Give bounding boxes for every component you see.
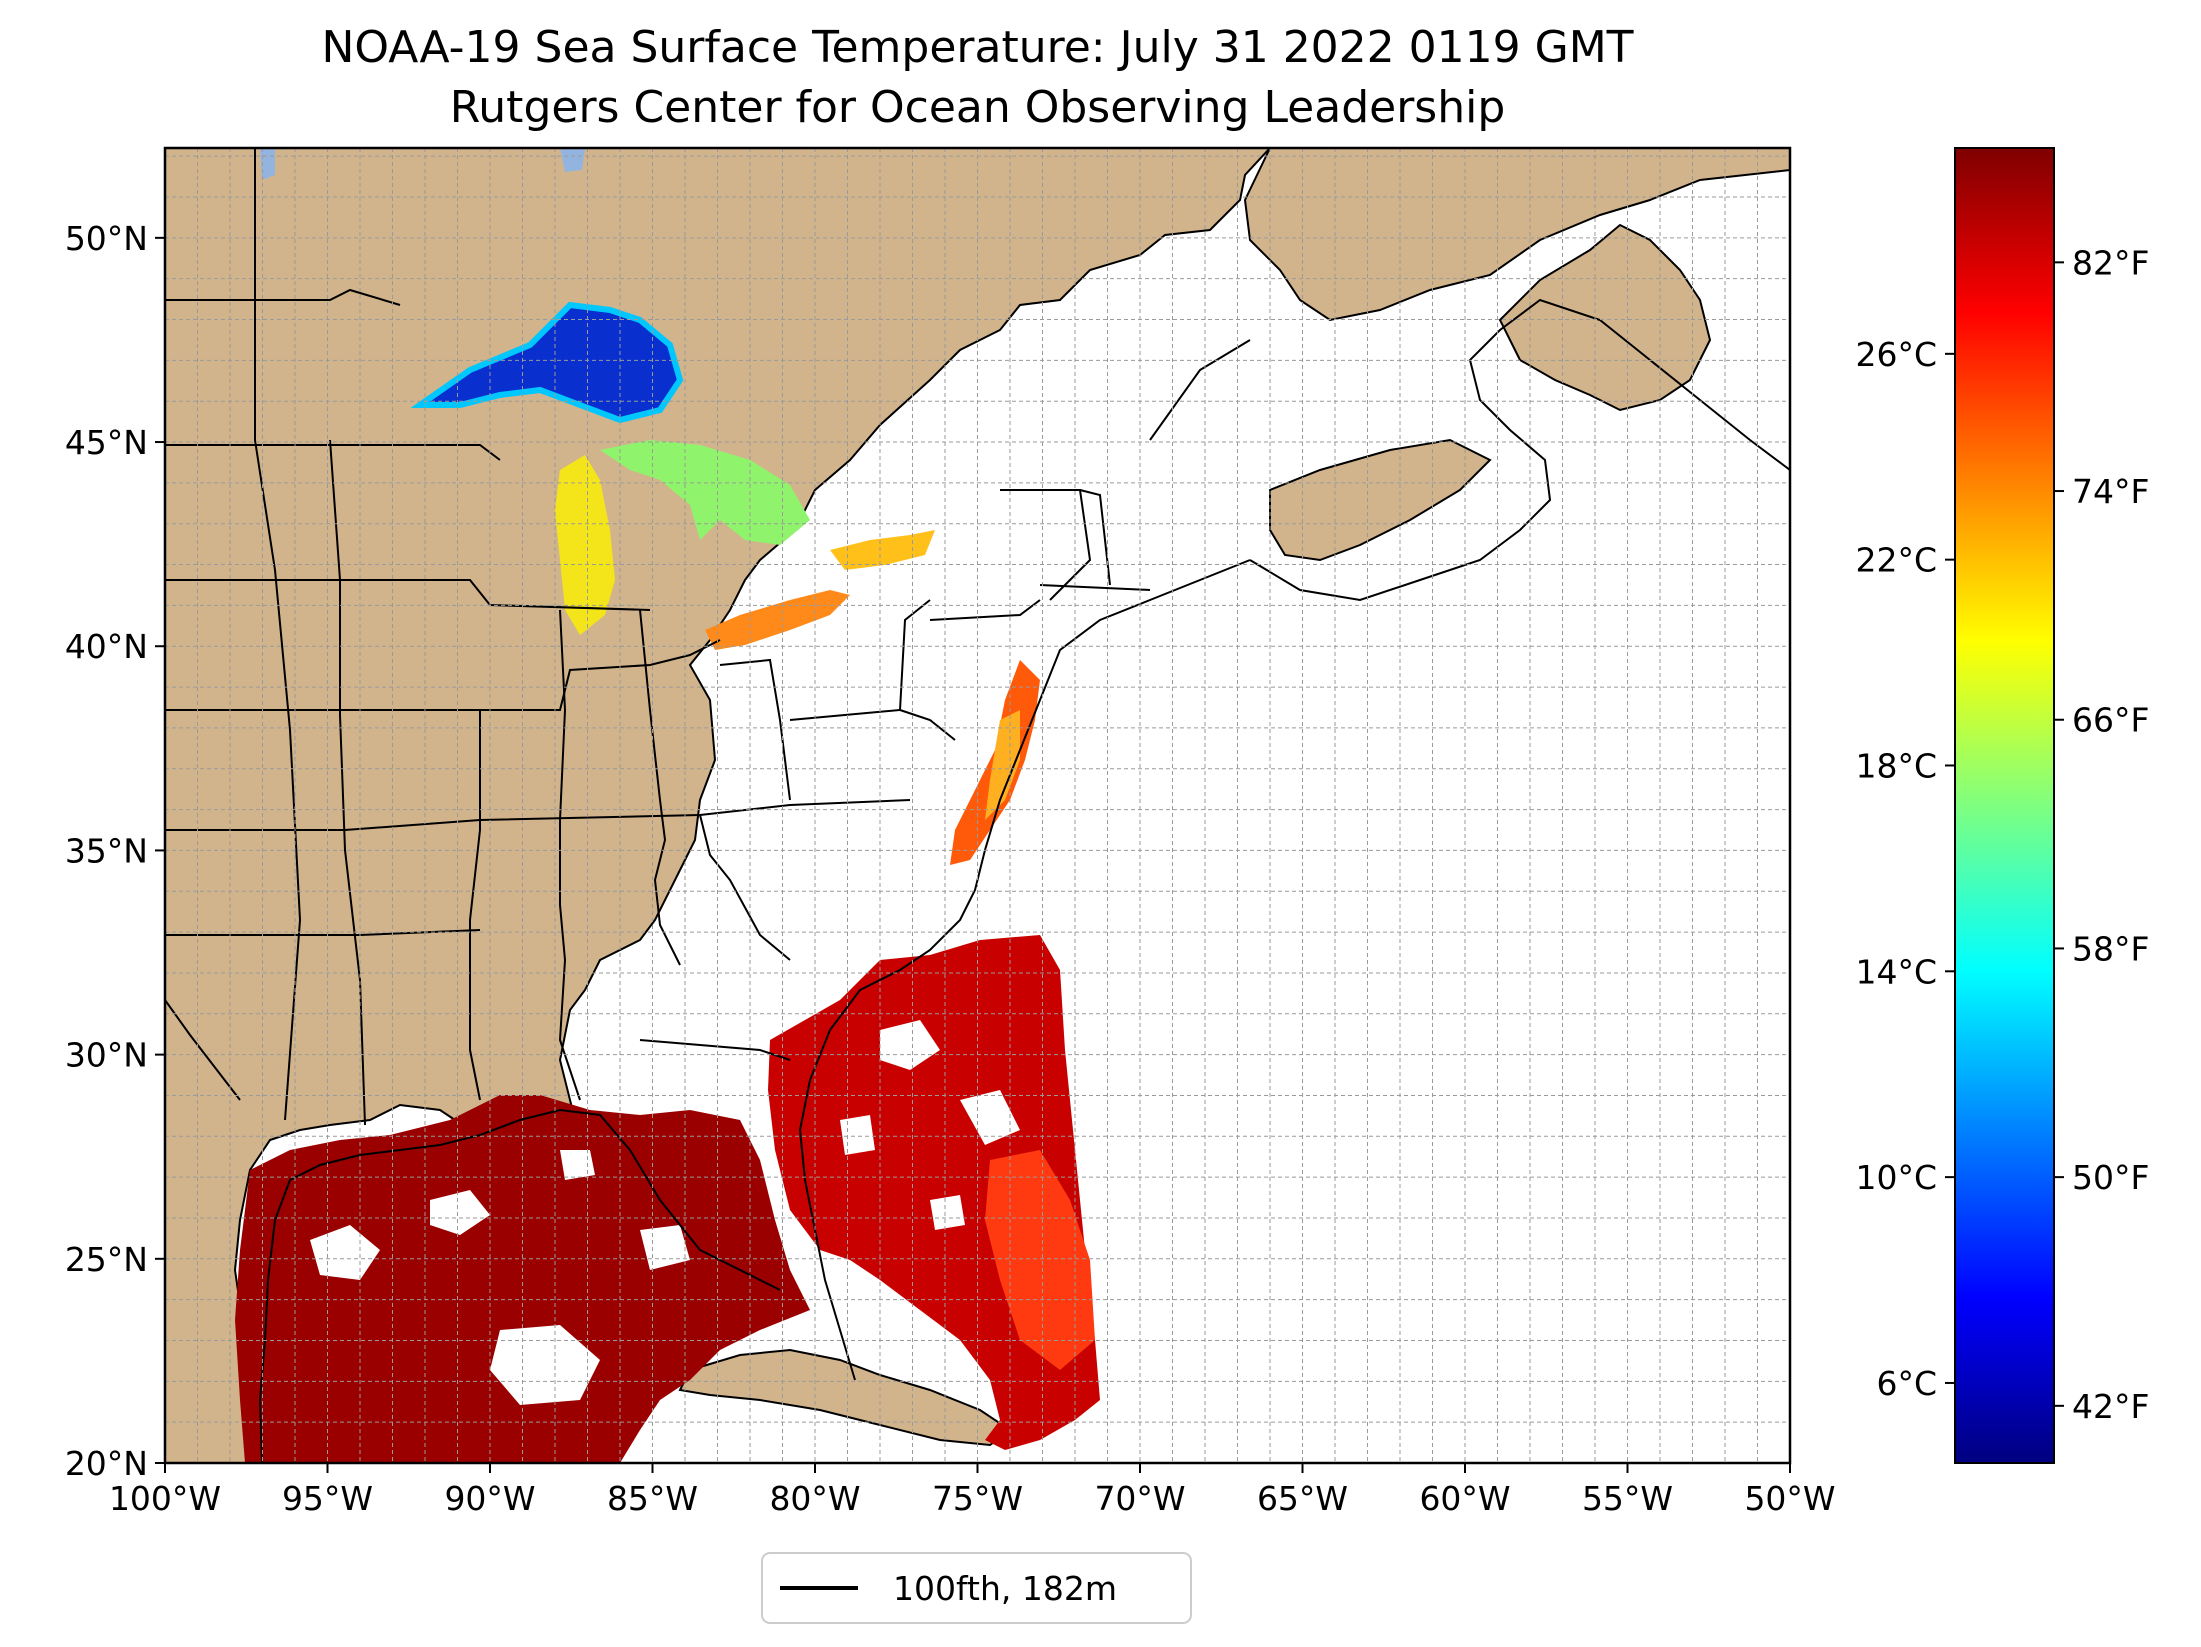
colorbar-c-label: 18°C (1855, 746, 1937, 785)
lon-tick-label: 60°W (1419, 1479, 1510, 1518)
isobath-100fth-canada (1249, 298, 1790, 602)
latitude-axis: 20°N 25°N 30°N 35°N 40°N 45°N 50°N (65, 219, 165, 1483)
sst-chesapeake-shelf (985, 710, 1020, 820)
lon-tick-label: 80°W (769, 1479, 860, 1518)
chart-title: NOAA-19 Sea Surface Temperature: July 31… (321, 22, 1634, 73)
land-quebec-labrador (1243, 148, 1790, 322)
land-nova-scotia (1269, 438, 1492, 562)
colorbar-c-label: 22°C (1855, 541, 1937, 580)
isobath-100fth-gulf (258, 1108, 781, 1463)
sst-gulf-cloud-gaps (310, 1150, 690, 1405)
colorbar-f-label: 66°F (2072, 701, 2149, 740)
colorbar-f-label: 82°F (2072, 243, 2149, 282)
lat-tick-label: 20°N (65, 1444, 148, 1483)
lat-tick-label: 25°N (65, 1240, 148, 1279)
colorbar-c-label: 6°C (1876, 1364, 1937, 1403)
lake-ontario (830, 530, 935, 570)
colorbar-c-label: 26°C (1855, 335, 1937, 374)
lon-tick-label: 50°W (1744, 1479, 1835, 1518)
land-north-america (165, 148, 1272, 1463)
colorbar-celsius-axis: 6°C 10°C 14°C 18°C 22°C 26°C (1855, 335, 1955, 1403)
map-plot-area (165, 148, 1790, 1463)
legend: 100fth, 182m (761, 1552, 1192, 1624)
lake-superior (410, 301, 684, 424)
legend-label: 100fth, 182m (893, 1569, 1117, 1608)
gridlines (165, 148, 1790, 1463)
colorbar-f-label: 74°F (2072, 472, 2149, 511)
sst-atlantic-warm-patch (985, 1150, 1095, 1370)
colorbar (1954, 147, 2055, 1464)
chart-subtitle: Rutgers Center for Ocean Observing Leade… (449, 82, 1506, 133)
lat-tick-label: 50°N (65, 219, 148, 258)
sst-atlantic-cloud-gaps (840, 1020, 1020, 1230)
colorbar-c-label: 10°C (1855, 1158, 1937, 1197)
longitude-axis: 100°W 95°W 90°W 85°W 80°W 75°W 70°W 65°W 60°W 55°… (109, 1463, 1836, 1518)
lon-tick-label: 65°W (1257, 1479, 1348, 1518)
lat-tick-label: 30°N (65, 1036, 148, 1075)
lon-tick-label: 55°W (1582, 1479, 1673, 1518)
lon-tick-label: 90°W (444, 1479, 535, 1518)
lat-tick-label: 45°N (65, 423, 148, 462)
colorbar-f-label: 50°F (2072, 1158, 2149, 1197)
lake-erie (705, 590, 850, 650)
lon-tick-label: 100°W (109, 1479, 221, 1518)
lon-tick-label: 85°W (607, 1479, 698, 1518)
colorbar-c-label: 14°C (1855, 952, 1937, 991)
colorbar-f-label: 58°F (2072, 929, 2149, 968)
legend-box (761, 1552, 1192, 1624)
lon-tick-label: 75°W (932, 1479, 1023, 1518)
colorbar-f-label: 42°F (2072, 1387, 2149, 1426)
lat-tick-label: 35°N (65, 831, 148, 870)
lat-tick-label: 40°N (65, 627, 148, 666)
land-newfoundland (1498, 223, 1712, 412)
lon-tick-label: 95°W (282, 1479, 373, 1518)
lon-tick-label: 70°W (1094, 1479, 1185, 1518)
lake-michigan (555, 455, 615, 635)
colorbar-fahrenheit-axis: 42°F 50°F 58°F 66°F 74°F 82°F (2054, 243, 2149, 1426)
